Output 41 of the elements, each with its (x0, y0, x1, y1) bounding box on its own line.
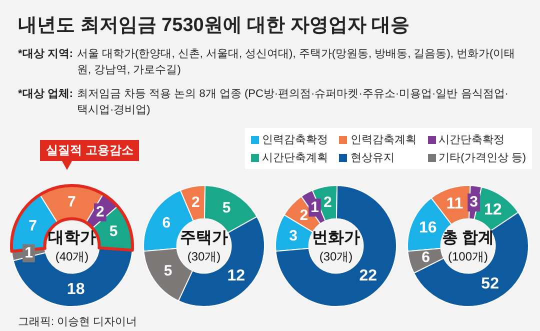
data-label: 16 (418, 220, 437, 237)
data-label: 6 (422, 249, 430, 266)
legend-label: 인력감축계획 (349, 133, 418, 147)
data-label: 7 (67, 193, 76, 210)
data-label: 7 (28, 218, 37, 235)
text: (100개) (448, 249, 488, 264)
text: 실질적 고용감소 (40, 140, 140, 161)
data-label: 5 (109, 223, 118, 240)
text: 그래픽: 이승현 디자이너 (18, 315, 138, 329)
data-label: 2 (300, 207, 308, 224)
text: (40개) (55, 249, 89, 264)
data-label: 2 (323, 194, 332, 212)
text: 번화가 (312, 229, 360, 246)
legend-label: 시간단축계획 (261, 151, 329, 165)
data-label: 5 (222, 200, 231, 217)
text: (30개) (187, 249, 221, 264)
data-label: 2 (191, 194, 200, 212)
data-label: 12 (227, 267, 246, 284)
text: 주택가 (180, 229, 228, 246)
data-label: 6 (162, 214, 171, 232)
text: *대상 지역: 서울 대학가(한양대, 신촌, 서울대, 성신여대), 주택가(망원동, 방배동, 길음동), 번화가(이태원, 강남역, 가로수길) (18, 47, 516, 78)
text: (30개) (319, 249, 353, 264)
text: *대상 업체: 최저임금 차등 적용 논의 8개 업종 (PC방·편의점·슈퍼마켓·주유소·미용업·일반 음식점업·택시업·경비업) (18, 87, 510, 118)
data-label: 22 (359, 267, 378, 284)
data-label: 3 (470, 194, 478, 211)
data-label: 1 (24, 244, 33, 262)
data-label: 11 (446, 196, 464, 213)
legend-label: 시간단축확정 (438, 133, 506, 147)
legend-label: 현상유지 (349, 151, 396, 165)
text: 대학가 (48, 229, 96, 246)
legend-label: 기타(가격인상 등) (438, 151, 526, 165)
text: 총 합계 (442, 229, 494, 246)
data-label: 2 (96, 204, 104, 221)
data-label: 3 (289, 227, 298, 244)
data-label: 52 (481, 275, 500, 292)
data-label: 5 (164, 262, 172, 280)
data-label: 12 (484, 201, 502, 218)
data-label: 1 (310, 198, 319, 216)
legend-label: 인력감축확정 (261, 133, 329, 147)
text: 내년도 최저임금 7530원에 대한 자영업자 대응 (18, 14, 410, 38)
data-label: 18 (66, 281, 85, 298)
